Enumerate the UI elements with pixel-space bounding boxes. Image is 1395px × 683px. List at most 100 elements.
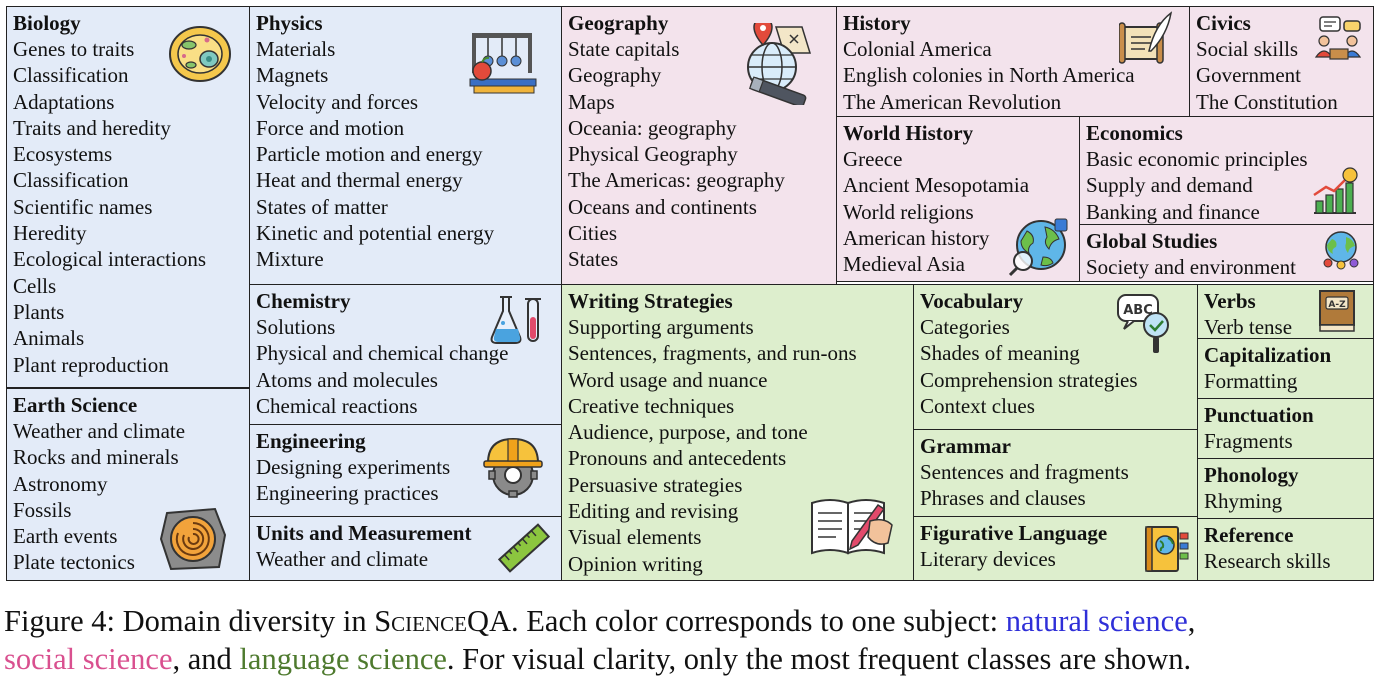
- list-item: Banking and finance: [1086, 199, 1260, 224]
- list-item: Genes to traits: [13, 37, 135, 61]
- list-item: Persuasive strategies: [568, 472, 743, 497]
- list-item: Mixture: [256, 247, 324, 272]
- list-item: Cells: [13, 273, 57, 298]
- list-item: Force and motion: [256, 115, 405, 140]
- list-item: Colonial America: [843, 37, 992, 61]
- list-item: Weather and climate: [256, 547, 429, 571]
- panel-title: Verbs: [1204, 289, 1256, 313]
- writing-book-icon: [811, 499, 893, 555]
- list-item: Designing experiments: [256, 455, 451, 479]
- panel-chemistry: Chemistry Solutions Physical and chemical…: [249, 284, 562, 425]
- caption-suffix: . For visual clarity, only the most freq…: [446, 642, 1192, 676]
- list-item: The Constitution: [1196, 89, 1338, 114]
- panel-title: Engineering: [256, 429, 366, 453]
- item-list: Genes to traits Classification Adaptations…: [13, 36, 243, 378]
- item-list: Formatting: [1204, 368, 1367, 394]
- list-item: Maps: [568, 89, 615, 114]
- panel-title: History: [843, 11, 911, 35]
- list-item: Solutions: [256, 315, 336, 339]
- list-item: Creative techniques: [568, 393, 735, 418]
- list-item: Research skills: [1204, 549, 1331, 573]
- panel-writing-strategies: Writing Strategies Supporting arguments S…: [561, 284, 914, 581]
- list-item: Oceans and continents: [568, 194, 757, 219]
- list-item: Audience, purpose, and tone: [568, 420, 808, 445]
- panel-earth-science: Earth Science Weather and climate Rocks a…: [6, 388, 250, 581]
- panel-world-history: World History Greece Ancient Mesopotamia W…: [836, 116, 1080, 282]
- list-item: Oceania: geography: [568, 115, 737, 140]
- item-list: State capitals Geography Maps Oceania: geog…: [568, 36, 830, 273]
- list-item: Chemical reactions: [256, 393, 418, 418]
- panel-title: Punctuation: [1204, 403, 1314, 427]
- caption-comma: ,: [1187, 604, 1196, 638]
- panel-units-measurement: Units and Measurement Weather and climat…: [249, 516, 562, 581]
- list-item: Government: [1196, 63, 1301, 88]
- panel-title: Biology: [13, 11, 81, 35]
- list-item: Sentences, fragments, and run-ons: [568, 341, 857, 366]
- panel-title: Chemistry: [256, 289, 351, 313]
- caption-dataset: ScienceQA: [374, 604, 512, 638]
- list-item: Visual elements: [568, 525, 702, 550]
- list-item: Supporting arguments: [568, 315, 754, 339]
- item-list: Society and environment: [1086, 254, 1367, 280]
- panel-grammar: Grammar Sentences and fragments Phrases a…: [913, 429, 1198, 517]
- panel-biology: Biology Genes to traits Classification Ada…: [6, 6, 250, 388]
- list-item: Physical Geography: [568, 142, 738, 167]
- caption-natural-science: natural science: [1005, 604, 1188, 638]
- list-item: Cities: [568, 221, 618, 246]
- panel-title: Figurative Language: [920, 521, 1108, 545]
- list-item: Social skills: [1196, 37, 1299, 61]
- panel-title: Economics: [1086, 121, 1183, 145]
- globe-telescope-icon: [747, 23, 812, 105]
- panel-title: Civics: [1196, 11, 1251, 35]
- item-list: Social skills Government The Constitution: [1196, 36, 1367, 115]
- list-item: Atoms and molecules: [256, 367, 438, 392]
- panel-economics: Economics Basic economic principles Suppl…: [1079, 116, 1374, 225]
- abc-magnifier-icon: ABC: [1117, 294, 1169, 353]
- panel-capitalization: Capitalization Formatting: [1197, 338, 1374, 399]
- list-item: Earth events: [13, 524, 118, 549]
- figure-caption: Figure 4: Domain diversity in ScienceQA.…: [4, 602, 1390, 678]
- atlas-book-icon: [1145, 526, 1189, 572]
- globe-search-icon: [1009, 218, 1068, 277]
- list-item: Heredity: [13, 221, 87, 246]
- list-item: Velocity and forces: [256, 89, 419, 114]
- panel-figurative-language: Figurative Language Literary devices: [913, 516, 1198, 581]
- item-list: Literary devices: [920, 546, 1191, 572]
- list-item: Literary devices: [920, 547, 1056, 571]
- list-item: States: [568, 247, 619, 272]
- caption-and: , and: [172, 642, 240, 676]
- list-item: State capitals: [568, 37, 680, 61]
- list-item: Classification: [13, 63, 129, 88]
- item-list: Weather and climate Rocks and minerals Ast…: [13, 418, 243, 576]
- list-item: English colonies in North America: [843, 63, 1135, 88]
- discussion-icon: [1314, 16, 1362, 60]
- list-item: Scientific names: [13, 194, 153, 219]
- list-item: Greece: [843, 147, 903, 171]
- list-item: American history: [843, 225, 990, 250]
- panel-title: Earth Science: [13, 393, 138, 417]
- panel-title: Geography: [568, 11, 669, 35]
- list-item: Classification: [13, 168, 129, 193]
- list-item: Rhyming: [1204, 489, 1283, 513]
- list-item: Plants: [13, 299, 65, 324]
- list-item: Heat and thermal energy: [256, 168, 463, 193]
- item-list: Categories Shades of meaning Comprehension…: [920, 314, 1191, 419]
- list-item: The Americas: geography: [568, 168, 785, 193]
- list-item: Astronomy: [13, 471, 108, 496]
- item-list: Materials Magnets Velocity and forces Force…: [256, 36, 555, 273]
- item-list: Basic economic principles Supply and dema…: [1086, 146, 1367, 225]
- ruler-icon: [497, 523, 551, 573]
- scroll-quill-icon: [1119, 11, 1173, 64]
- caption-prefix: Figure 4: Domain diversity in: [4, 604, 375, 638]
- list-item: World religions: [843, 199, 974, 224]
- list-item: Fragments: [1204, 429, 1293, 453]
- caption-language-science: language science: [239, 642, 447, 676]
- item-list: Research skills: [1204, 548, 1367, 574]
- list-item: Fossils: [13, 497, 72, 522]
- list-item: Animals: [13, 326, 85, 351]
- list-item: Ecological interactions: [13, 247, 207, 272]
- list-item: Word usage and nuance: [568, 367, 768, 392]
- panel-physics: Physics Materials Magnets Velocity and for…: [249, 6, 562, 285]
- list-item: Supply and demand: [1086, 173, 1253, 198]
- panel-reference: Reference Research skills: [1197, 518, 1374, 581]
